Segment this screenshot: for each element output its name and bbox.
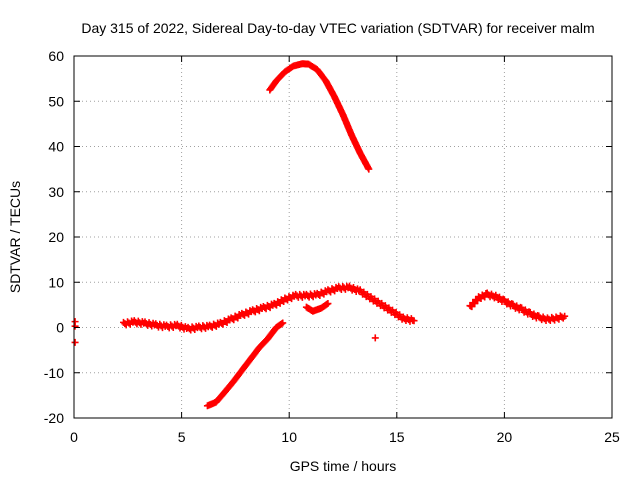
x-tick-label: 0	[70, 429, 78, 445]
y-tick-label: 60	[48, 48, 64, 64]
y-tick-label: 40	[48, 139, 64, 155]
x-tick-label: 15	[389, 429, 405, 445]
data-point	[279, 319, 287, 327]
series-isolated-points-near-0h	[71, 318, 79, 346]
data-point	[410, 317, 418, 325]
data-layer	[71, 60, 569, 410]
series-high-arc	[266, 60, 373, 173]
y-tick-label: 10	[48, 274, 64, 290]
y-tick-label: -20	[44, 410, 64, 426]
x-tick-label: 25	[604, 429, 620, 445]
series-main-band	[119, 282, 418, 334]
x-tick-label: 20	[497, 429, 513, 445]
y-tick-label: 50	[48, 93, 64, 109]
data-point	[71, 322, 79, 330]
y-tick-label: 20	[48, 229, 64, 245]
y-axis-label: SDTVAR / TECUs	[7, 181, 23, 293]
series-evening-band	[466, 289, 569, 325]
data-point	[561, 312, 569, 320]
tick-layer: 0 5 10 15 20 25 -20 -10 0 10 20 30 40 50 60	[44, 48, 620, 445]
x-tick-label: 10	[281, 429, 297, 445]
x-axis-label: GPS time / hours	[290, 458, 397, 474]
grid-layer	[74, 56, 612, 418]
series-small-dip-segment	[302, 300, 332, 315]
data-point	[71, 338, 79, 346]
data-point	[371, 334, 379, 342]
x-tick-label: 5	[178, 429, 186, 445]
chart-title: Day 315 of 2022, Sidereal Day-to-day VTE…	[81, 20, 594, 36]
series-descending-branch	[203, 319, 287, 410]
y-tick-label: -10	[44, 365, 64, 381]
y-tick-label: 30	[48, 184, 64, 200]
y-tick-label: 0	[56, 320, 64, 336]
data-point	[324, 300, 332, 308]
data-point	[365, 165, 373, 173]
series-isolated-point-near-14h	[371, 334, 379, 342]
